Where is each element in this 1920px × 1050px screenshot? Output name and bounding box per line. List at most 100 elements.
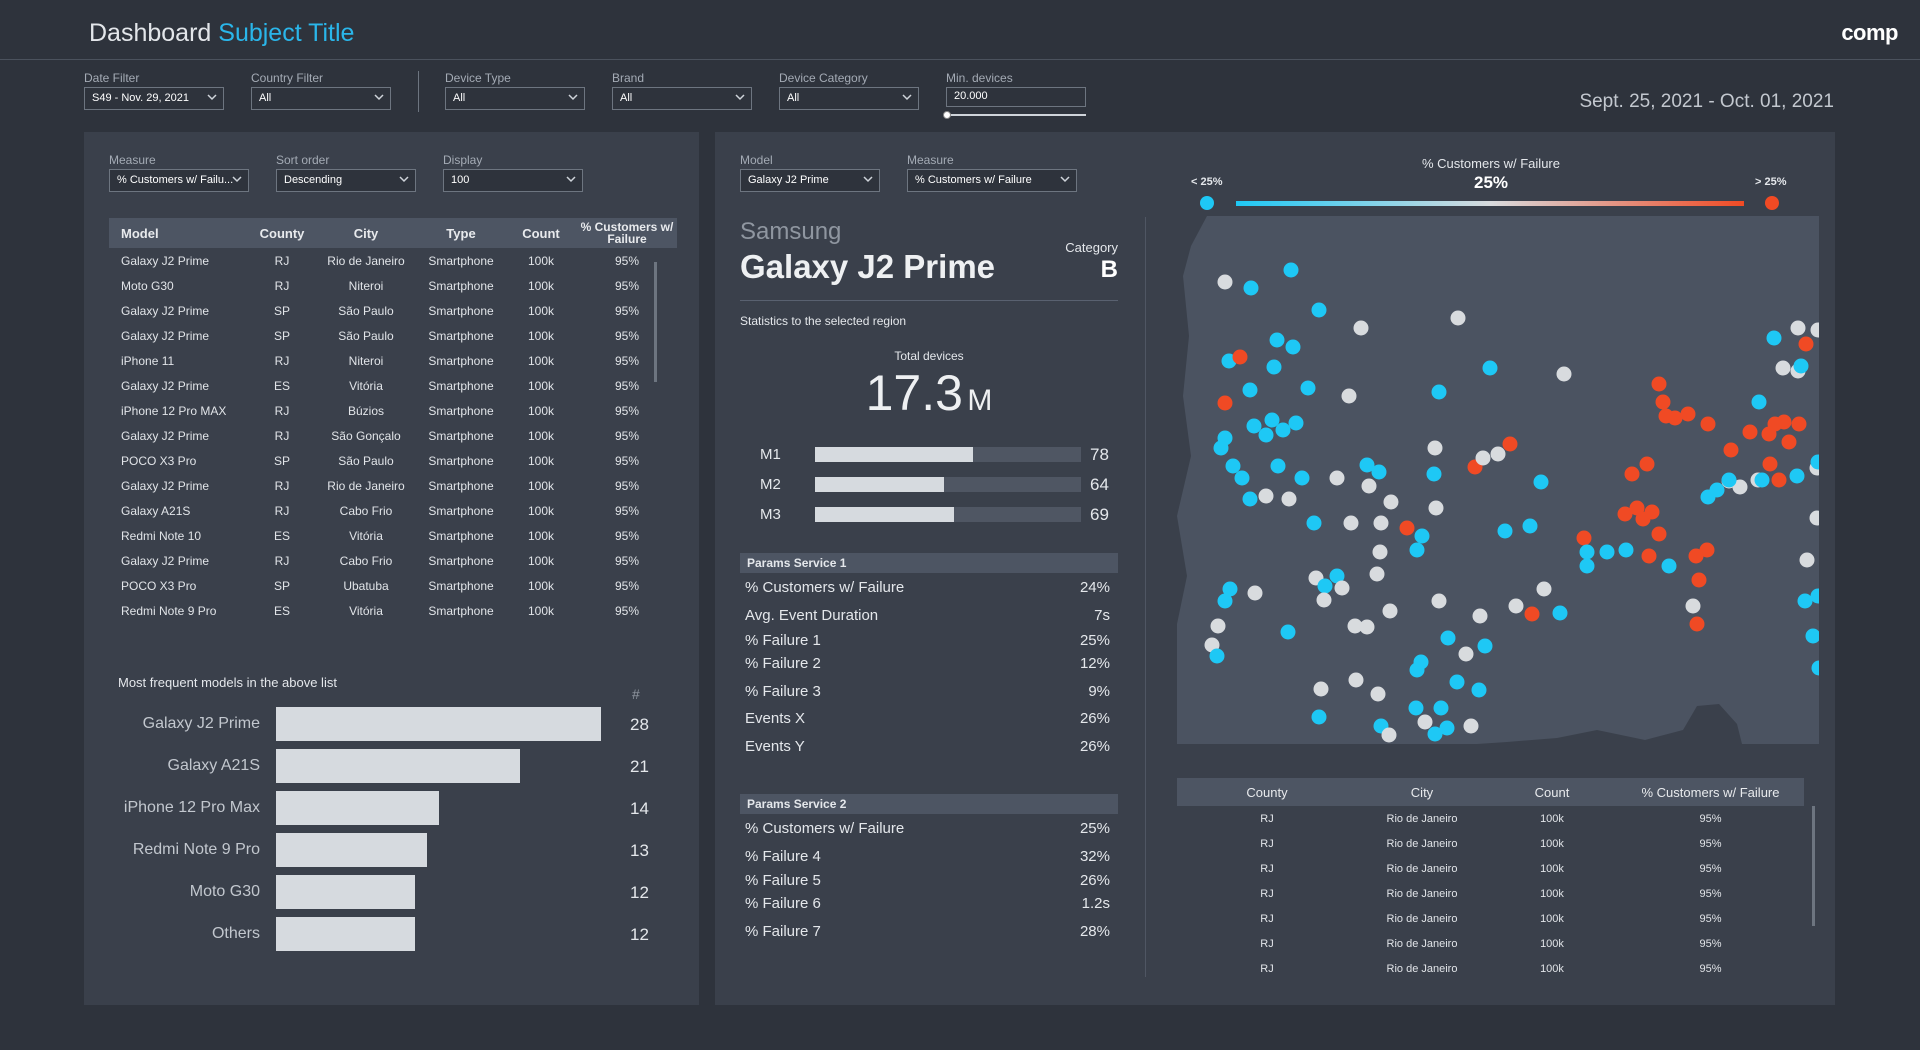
map-point[interactable]	[1754, 472, 1770, 488]
table-row[interactable]: Galaxy J2 Prime RJ Rio de Janeiro Smartphon…	[109, 473, 677, 498]
col-header-failure[interactable]: % Customers w/ Failure	[1617, 778, 1804, 806]
map-point[interactable]	[1373, 515, 1389, 531]
map-point[interactable]	[1742, 424, 1758, 440]
table-row[interactable]: Moto G30 RJ Niteroi Smartphone 100k 95%	[109, 273, 677, 298]
map-point[interactable]	[1477, 638, 1493, 654]
map-point[interactable]	[1450, 310, 1466, 326]
map-point[interactable]	[1431, 593, 1447, 609]
col-header-type[interactable]: Type	[417, 218, 505, 248]
table-row[interactable]: Redmi Note 10 ES Vitória Smartphone 100k 95%	[109, 523, 677, 548]
map-point[interactable]	[1658, 408, 1674, 424]
slider-thumb[interactable]	[943, 111, 951, 119]
right-measure-select[interactable]: % Customers w/ Failure	[907, 169, 1077, 192]
map-point[interactable]	[1751, 394, 1767, 410]
map-point[interactable]	[1258, 427, 1274, 443]
map-point[interactable]	[1502, 436, 1518, 452]
map-point[interactable]	[1552, 605, 1568, 621]
col-header-county[interactable]: County	[249, 218, 315, 248]
map-point[interactable]	[1576, 530, 1592, 546]
map-point[interactable]	[1311, 709, 1327, 725]
table-row[interactable]: RJ Rio de Janeiro 100k 95%	[1177, 931, 1804, 956]
map-point[interactable]	[1440, 630, 1456, 646]
map-point[interactable]	[1689, 616, 1705, 632]
map-point[interactable]	[1334, 580, 1350, 596]
freq-bar-row[interactable]: iPhone 12 Pro Max 14	[84, 791, 684, 825]
map-point[interactable]	[1691, 572, 1707, 588]
map-point[interactable]	[1428, 500, 1444, 516]
map-point[interactable]	[1427, 726, 1443, 742]
map-point[interactable]	[1409, 542, 1425, 558]
map-point[interactable]	[1275, 422, 1291, 438]
table-row[interactable]: POCO X3 Pro SP São Paulo Smartphone 100k 95%	[109, 448, 677, 473]
map-point[interactable]	[1651, 376, 1667, 392]
map-point[interactable]	[1426, 466, 1442, 482]
table-row[interactable]: iPhone 12 Pro MAX RJ Búzios Smartphone 100k 9…	[109, 398, 677, 423]
map-point[interactable]	[1700, 416, 1716, 432]
map-point[interactable]	[1524, 606, 1540, 622]
map-point[interactable]	[1732, 479, 1748, 495]
map-point[interactable]	[1797, 593, 1813, 609]
map-point[interactable]	[1383, 494, 1399, 510]
map-point[interactable]	[1475, 450, 1491, 466]
table-row[interactable]: Galaxy J2 Prime RJ Cabo Frio Smartphone 100k…	[109, 548, 677, 573]
map-point[interactable]	[1522, 518, 1538, 534]
map-point[interactable]	[1413, 654, 1429, 670]
map-point[interactable]	[1536, 581, 1552, 597]
map-point[interactable]	[1294, 470, 1310, 486]
map-point[interactable]	[1264, 412, 1280, 428]
table-scrollbar[interactable]	[654, 262, 657, 382]
freq-bar-row[interactable]: Galaxy A21S 21	[84, 749, 684, 783]
table-row[interactable]: RJ Rio de Janeiro 100k 95%	[1177, 906, 1804, 931]
map-point[interactable]	[1329, 470, 1345, 486]
map-point[interactable]	[1533, 474, 1549, 490]
device-type-select[interactable]: All	[445, 87, 585, 110]
table-row[interactable]: RJ Rio de Janeiro 100k 95%	[1177, 956, 1804, 981]
min-devices-slider[interactable]	[943, 110, 1086, 120]
map-point[interactable]	[1685, 598, 1701, 614]
map-point[interactable]	[1246, 418, 1262, 434]
col-header-count[interactable]: Count	[505, 218, 577, 248]
map-point[interactable]	[1225, 458, 1241, 474]
map-point[interactable]	[1341, 388, 1357, 404]
freq-bar-row[interactable]: Moto G30 12	[84, 875, 684, 909]
table-row[interactable]: iPhone 11 RJ Niteroi Smartphone 100k 95%	[109, 348, 677, 373]
map-point[interactable]	[1347, 618, 1363, 634]
map-point[interactable]	[1472, 608, 1488, 624]
map-point[interactable]	[1767, 416, 1783, 432]
map-point[interactable]	[1317, 578, 1333, 594]
map-point[interactable]	[1805, 628, 1820, 644]
col-header-city[interactable]: City	[1357, 778, 1487, 806]
display-select[interactable]: 100	[443, 169, 583, 192]
map-point[interactable]	[1556, 366, 1572, 382]
brand-select[interactable]: All	[612, 87, 752, 110]
map-point[interactable]	[1617, 506, 1633, 522]
map-point[interactable]	[1651, 526, 1667, 542]
table-row[interactable]: Galaxy J2 Prime SP São Paulo Smartphone 100k…	[109, 323, 677, 348]
date-filter-select[interactable]: S49 - Nov. 29, 2021	[84, 87, 224, 110]
map-point[interactable]	[1471, 682, 1487, 698]
table-row[interactable]: Galaxy J2 Prime ES Vitória Smartphone 100k 95…	[109, 373, 677, 398]
map-point[interactable]	[1599, 544, 1615, 560]
map-point[interactable]	[1723, 442, 1739, 458]
map-point[interactable]	[1269, 332, 1285, 348]
map-point[interactable]	[1217, 395, 1233, 411]
sort-select[interactable]: Descending	[276, 169, 416, 192]
map-point[interactable]	[1213, 440, 1229, 456]
map-point[interactable]	[1281, 491, 1297, 507]
col-header-model[interactable]: Model	[109, 218, 249, 248]
col-header-county[interactable]: County	[1177, 778, 1357, 806]
map-point[interactable]	[1313, 681, 1329, 697]
map-point[interactable]	[1359, 457, 1375, 473]
map-point[interactable]	[1283, 262, 1299, 278]
map-point[interactable]	[1431, 384, 1447, 400]
map-point[interactable]	[1359, 619, 1375, 635]
map-point[interactable]	[1288, 415, 1304, 431]
map-point[interactable]	[1508, 598, 1524, 614]
table-row[interactable]: RJ Rio de Janeiro 100k 95%	[1177, 881, 1804, 906]
map-point[interactable]	[1810, 322, 1820, 338]
map-point[interactable]	[1579, 558, 1595, 574]
map-point[interactable]	[1348, 672, 1364, 688]
map-point[interactable]	[1242, 491, 1258, 507]
country-filter-select[interactable]: All	[251, 87, 391, 110]
map-point[interactable]	[1329, 568, 1345, 584]
